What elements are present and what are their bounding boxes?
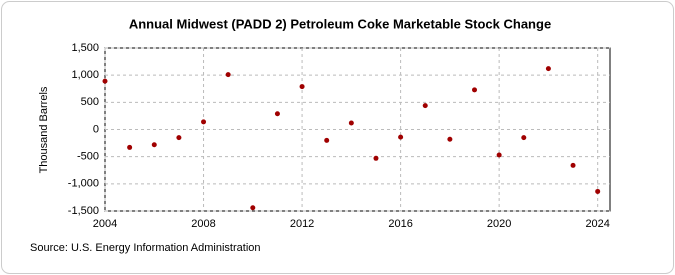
data-point — [127, 144, 133, 150]
data-point — [250, 205, 256, 211]
data-point — [472, 87, 478, 93]
y-tick-label: -1,500 — [68, 205, 99, 217]
x-tick-label: 2016 — [388, 218, 412, 230]
data-point — [570, 162, 576, 168]
y-tick-label: 1,000 — [71, 69, 99, 81]
data-point — [225, 72, 231, 78]
data-point — [348, 120, 354, 126]
data-point — [422, 103, 428, 109]
data-point — [324, 137, 330, 143]
y-tick-label: 1,500 — [71, 42, 99, 54]
data-point — [201, 119, 207, 125]
data-point — [176, 135, 182, 141]
data-point — [102, 78, 108, 84]
data-point — [398, 134, 404, 140]
data-point — [151, 142, 157, 148]
y-axis-label: Thousand Barrels — [38, 86, 50, 173]
data-point — [447, 136, 453, 142]
x-tick-label: 2008 — [191, 218, 215, 230]
x-tick-label: 2004 — [93, 218, 117, 230]
data-point — [595, 188, 601, 194]
x-tick-label: 2020 — [487, 218, 511, 230]
data-point — [521, 135, 527, 141]
data-point — [274, 111, 280, 117]
y-tick-label: -500 — [77, 151, 99, 163]
y-tick-label: 0 — [93, 123, 99, 135]
data-point — [545, 66, 551, 72]
chart-title: Annual Midwest (PADD 2) Petroleum Coke M… — [129, 16, 551, 31]
data-point — [496, 152, 502, 158]
y-tick-label: -1,000 — [68, 178, 99, 190]
source-note: Source: U.S. Energy Information Administ… — [30, 242, 261, 254]
data-point — [299, 84, 305, 90]
data-point — [373, 155, 379, 161]
x-tick-label: 2024 — [585, 218, 609, 230]
y-tick-label: 500 — [81, 96, 99, 108]
x-tick-label: 2012 — [290, 218, 314, 230]
